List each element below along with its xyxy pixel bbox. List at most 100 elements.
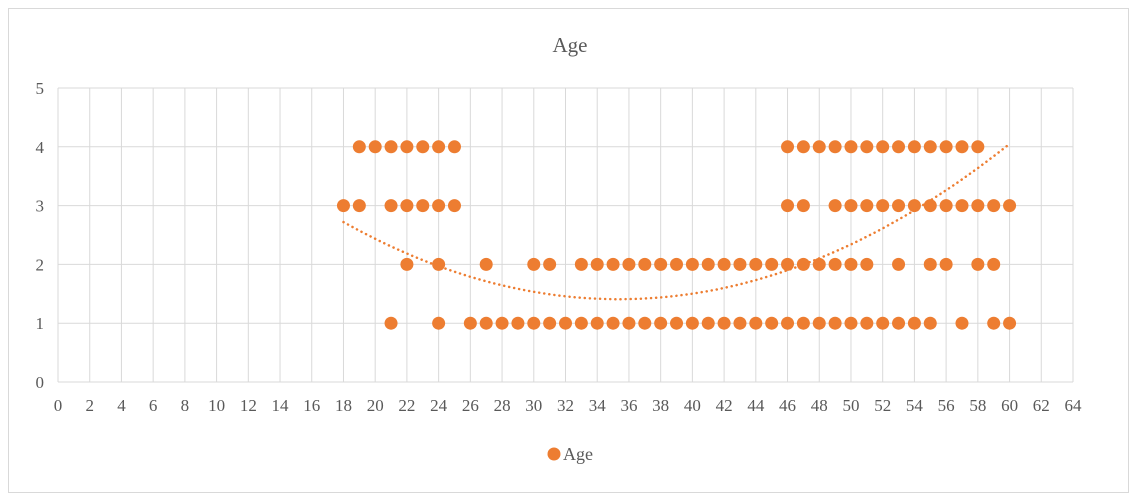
data-point (527, 316, 541, 330)
data-point (574, 257, 588, 271)
data-point (511, 316, 525, 330)
x-tick-label: 62 (1033, 396, 1050, 415)
data-point (622, 257, 636, 271)
data-point (844, 199, 858, 213)
data-point (971, 257, 985, 271)
legend-label: Age (563, 444, 593, 464)
data-point (352, 199, 366, 213)
x-tick-label: 2 (85, 396, 94, 415)
data-point (987, 257, 1001, 271)
data-point (907, 199, 921, 213)
data-point (463, 316, 477, 330)
data-point (971, 199, 985, 213)
data-point (781, 316, 795, 330)
data-point (860, 316, 874, 330)
chart-title: Age (553, 33, 588, 57)
data-point (495, 316, 509, 330)
x-tick-label: 64 (1065, 396, 1083, 415)
data-point (368, 140, 382, 154)
data-point (876, 316, 890, 330)
data-point (812, 257, 826, 271)
data-point (352, 140, 366, 154)
data-point (590, 257, 604, 271)
data-point (479, 316, 493, 330)
data-point (701, 257, 715, 271)
data-point (781, 140, 795, 154)
x-tick-label: 34 (589, 396, 607, 415)
x-tick-label: 4 (117, 396, 126, 415)
y-tick-label: 5 (36, 79, 45, 98)
x-tick-label: 20 (367, 396, 384, 415)
data-point (606, 316, 620, 330)
data-point (955, 140, 969, 154)
data-point (860, 257, 874, 271)
x-tick-label: 28 (494, 396, 511, 415)
trendline (342, 142, 1011, 301)
x-tick-label: 10 (208, 396, 225, 415)
data-point (733, 316, 747, 330)
data-point (892, 257, 906, 271)
data-point (844, 316, 858, 330)
data-point (844, 257, 858, 271)
data-point (384, 140, 398, 154)
data-point (432, 140, 446, 154)
x-tick-label: 48 (811, 396, 828, 415)
data-point (955, 316, 969, 330)
x-tick-label: 18 (335, 396, 352, 415)
x-tick-label: 52 (874, 396, 891, 415)
data-point (781, 257, 795, 271)
data-point (543, 316, 557, 330)
data-point (1003, 199, 1017, 213)
data-point (860, 199, 874, 213)
data-point (765, 316, 779, 330)
y-tick-labels: 0 1 2 3 4 5 (36, 79, 45, 392)
data-point (987, 199, 1001, 213)
x-tick-label: 60 (1001, 396, 1018, 415)
data-point (717, 257, 731, 271)
x-tick-label: 56 (938, 396, 955, 415)
x-tick-label: 0 (54, 396, 63, 415)
data-point (638, 257, 652, 271)
data-point (987, 316, 1001, 330)
data-point (384, 316, 398, 330)
data-point (447, 199, 461, 213)
data-point (622, 316, 636, 330)
x-tick-label: 44 (747, 396, 765, 415)
y-tick-label: 1 (36, 314, 45, 333)
x-tick-label: 54 (906, 396, 924, 415)
data-point (781, 199, 795, 213)
grid-lines (57, 87, 1074, 383)
data-point (717, 316, 731, 330)
x-tick-label: 8 (181, 396, 190, 415)
data-point (828, 257, 842, 271)
data-point (923, 199, 937, 213)
data-point (907, 140, 921, 154)
data-point (432, 316, 446, 330)
data-point (812, 316, 826, 330)
data-point (400, 257, 414, 271)
x-tick-label: 12 (240, 396, 257, 415)
data-point (812, 140, 826, 154)
data-point (432, 257, 446, 271)
data-point (400, 199, 414, 213)
data-point (939, 140, 953, 154)
x-tick-label: 58 (969, 396, 986, 415)
data-point (892, 316, 906, 330)
x-tick-label: 40 (684, 396, 701, 415)
data-point (876, 140, 890, 154)
data-point (860, 140, 874, 154)
data-point (638, 316, 652, 330)
data-point (432, 199, 446, 213)
data-point (796, 316, 810, 330)
data-point (654, 257, 668, 271)
x-tick-label: 50 (842, 396, 859, 415)
data-point (733, 257, 747, 271)
data-point (685, 316, 699, 330)
data-point (844, 140, 858, 154)
data-point (923, 257, 937, 271)
data-point (828, 199, 842, 213)
x-tick-label: 16 (303, 396, 320, 415)
data-point (828, 140, 842, 154)
y-tick-label: 4 (36, 138, 45, 157)
